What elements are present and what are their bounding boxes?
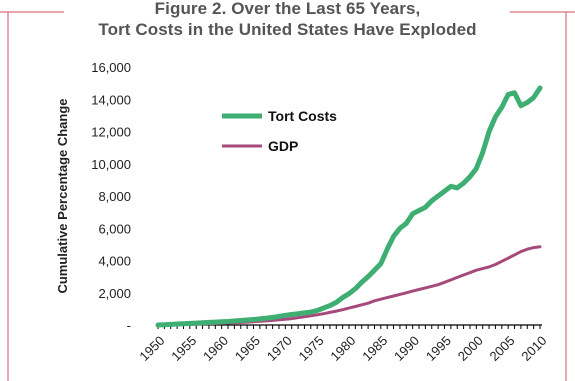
series-line-tort-costs xyxy=(155,85,543,328)
series-layer xyxy=(155,85,543,328)
chart-title-line-1: Figure 2. Over the Last 65 Years, xyxy=(154,0,421,18)
x-tick-label: 2010 xyxy=(518,333,549,364)
x-tick-label: 1995 xyxy=(423,333,454,364)
y-tick-label: 8,000 xyxy=(98,189,131,204)
x-tick-label: 1980 xyxy=(327,333,358,364)
y-axis-tick-labels: - 2,000 4,000 6,000 8,000 10,000 12,000 14,000 1… xyxy=(91,60,131,333)
y-axis-label: Cumulative Percentage Change xyxy=(55,98,70,293)
y-tick-label: 16,000 xyxy=(91,60,131,75)
y-tick-label: 14,000 xyxy=(91,92,131,107)
legend: Tort Costs GDP xyxy=(222,108,337,154)
x-tick-label: 1955 xyxy=(168,333,199,364)
legend-label-gdp: GDP xyxy=(268,138,298,154)
y-tick-label: - xyxy=(127,318,131,333)
x-tick-label: 1965 xyxy=(232,333,263,364)
y-tick-label: 4,000 xyxy=(98,254,131,269)
y-tick-label: 2,000 xyxy=(98,286,131,301)
y-tick-label: 10,000 xyxy=(91,157,131,172)
x-tick-label: 1990 xyxy=(391,333,422,364)
y-tick-label: 12,000 xyxy=(91,125,131,140)
x-tick-label: 1970 xyxy=(264,333,295,364)
series-line-gdp xyxy=(156,245,542,327)
x-tick-label: 2000 xyxy=(455,333,486,364)
legend-label-tort-costs: Tort Costs xyxy=(268,108,337,124)
chart-title-line-2: Tort Costs in the United States Have Exp… xyxy=(98,20,477,39)
x-tick-label: 1960 xyxy=(200,333,231,364)
x-tick-label: 1975 xyxy=(296,333,327,364)
y-tick-label: 6,000 xyxy=(98,221,131,236)
x-tick-label: 1950 xyxy=(136,333,167,364)
x-axis: 1950 1955 1960 1965 1970 1975 1980 1985 1990 1995… xyxy=(136,324,549,364)
x-tick-label: 1985 xyxy=(359,333,390,364)
x-tick-label: 2005 xyxy=(487,333,518,364)
